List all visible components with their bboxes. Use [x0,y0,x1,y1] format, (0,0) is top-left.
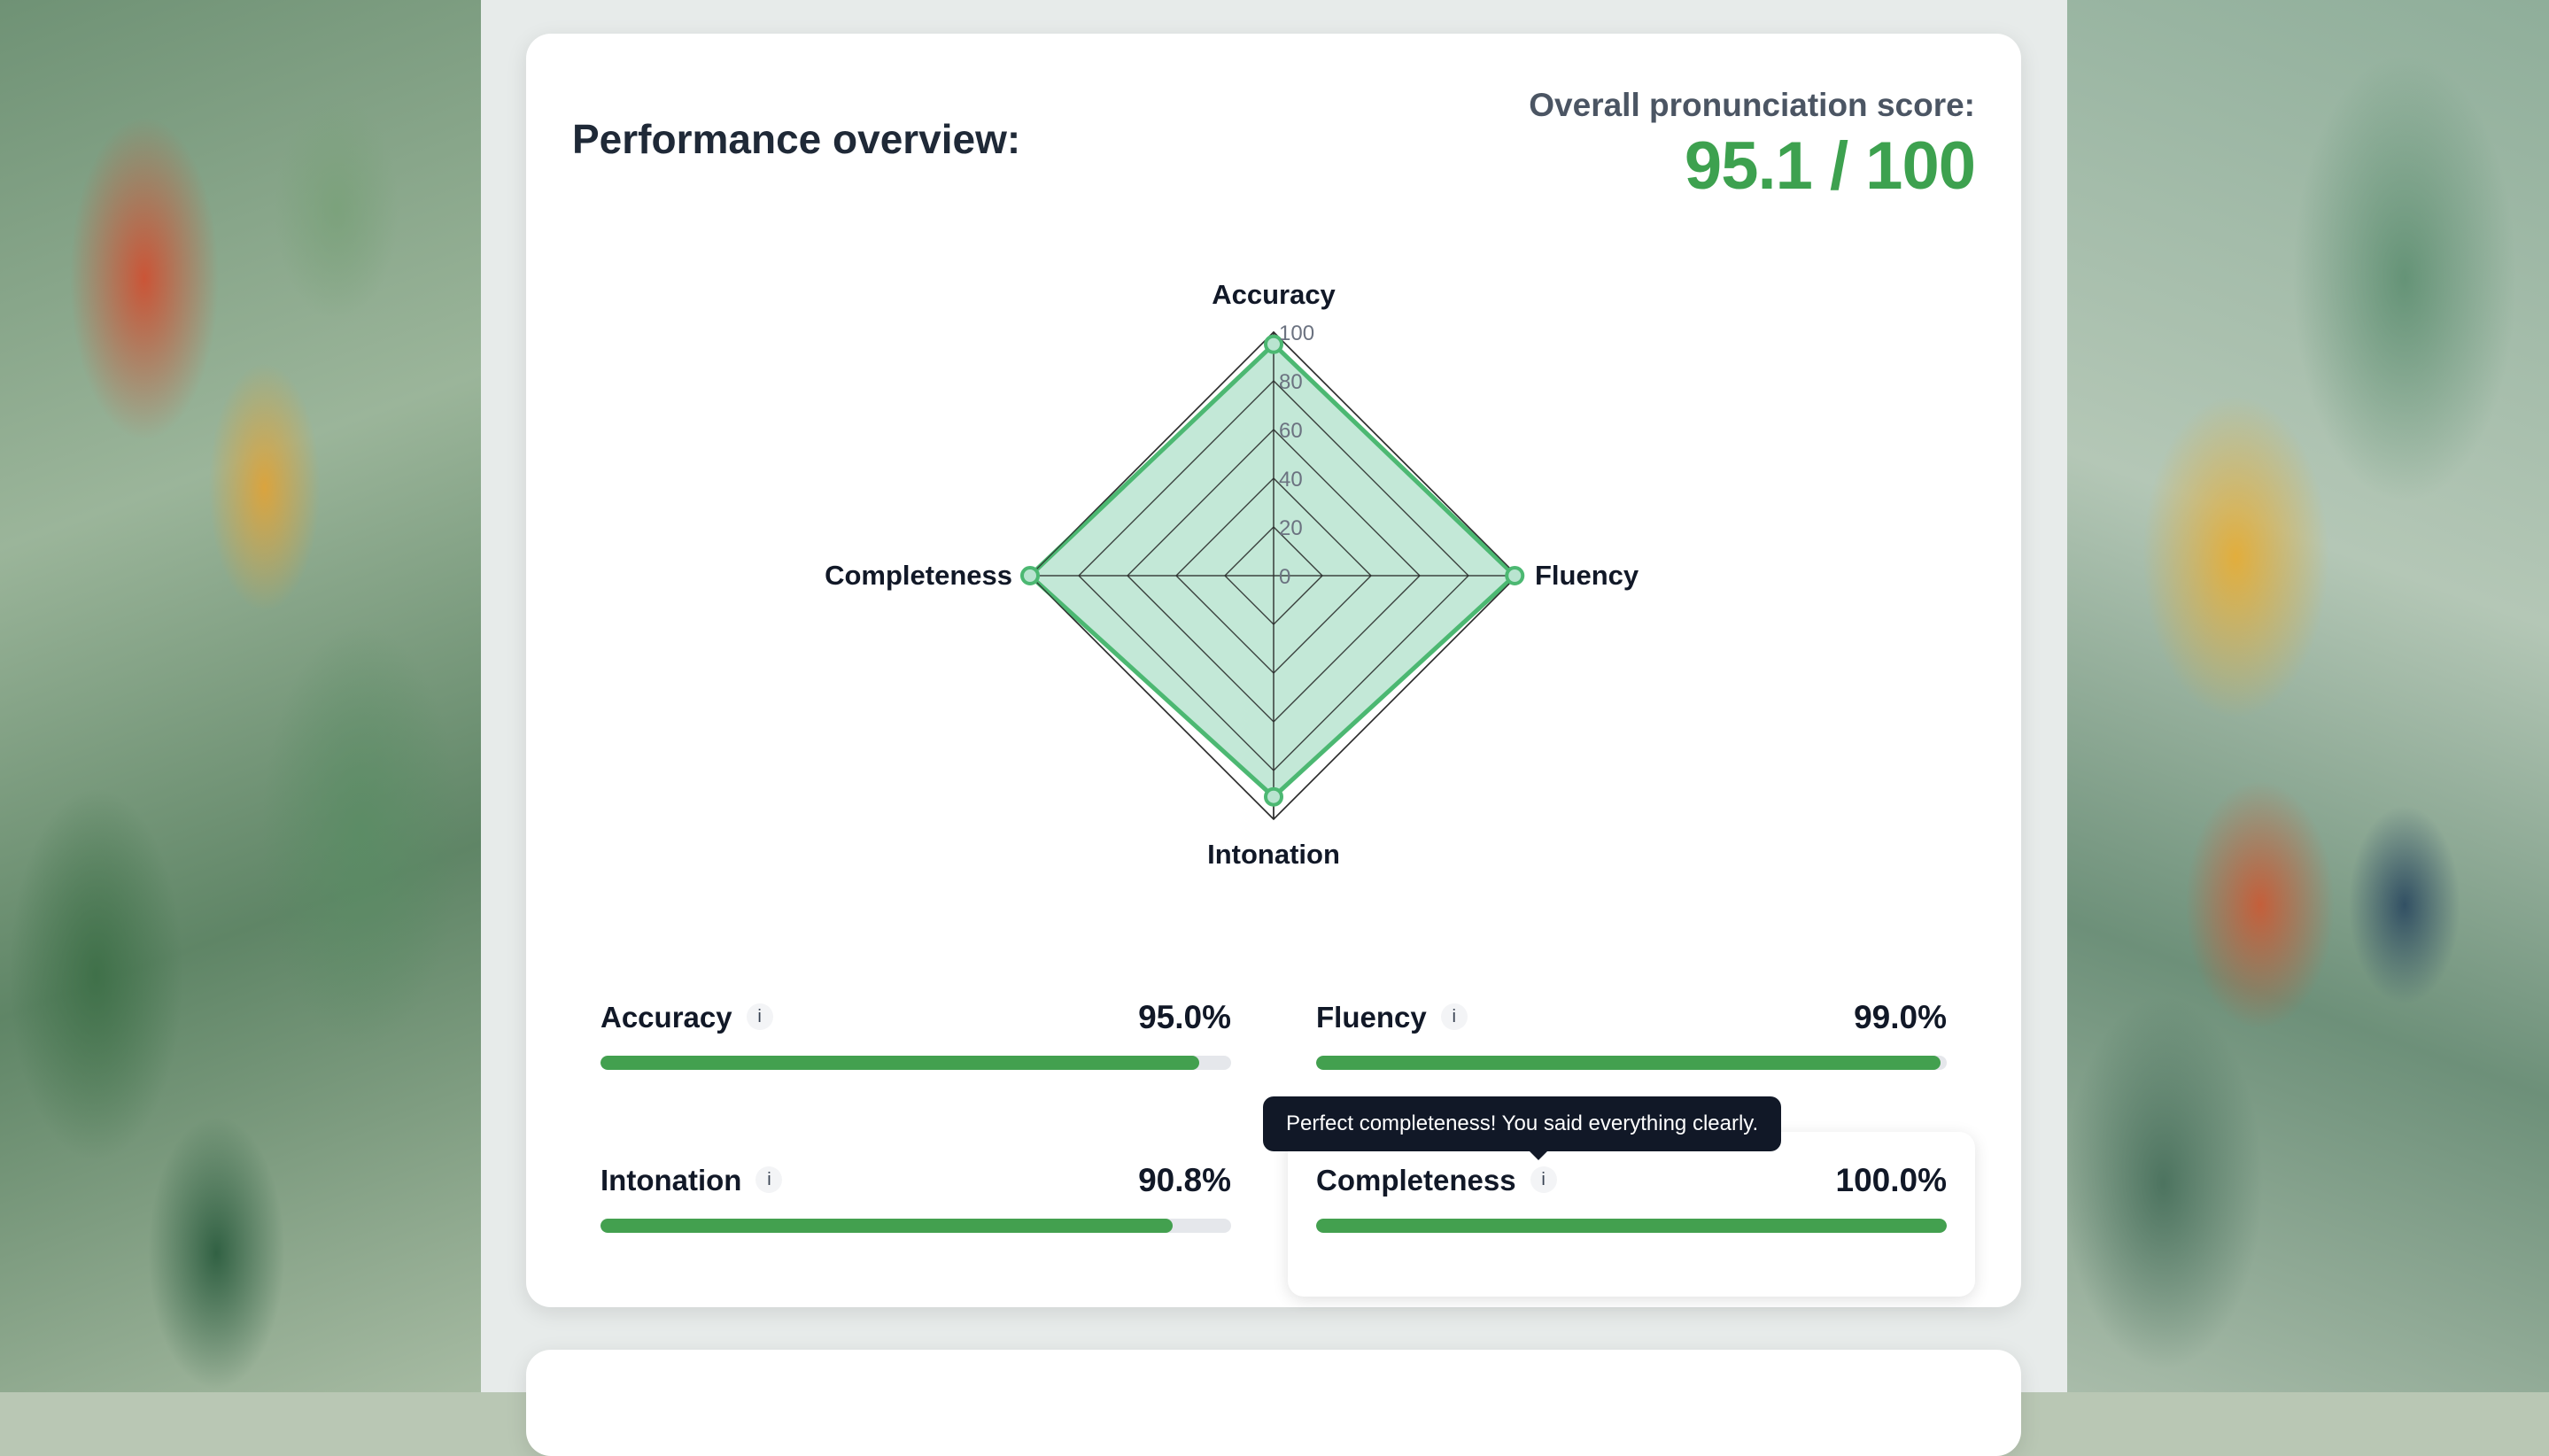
metric-completeness-inner: Completeness i 100.0% [1316,1162,1948,1270]
page-title: Performance overview: [572,116,1021,162]
progress-fill [1316,1056,1941,1070]
progress-track [1316,1219,1947,1233]
completeness-tooltip: Perfect completeness! You said everythin… [1263,1096,1782,1151]
overall-score-value: 95.1 / 100 [1684,128,1976,204]
info-icon[interactable]: i [1530,1166,1557,1194]
background-wallpaper-right [2067,0,2549,1392]
next-card [526,1350,2021,1456]
tooltip-arrow [1528,1150,1549,1160]
progress-fill [600,1219,1174,1233]
radar-series-area [1027,341,1518,801]
progress-fill [1316,1219,1947,1233]
radar-axis-label-fluency: Fluency [1535,560,1639,591]
info-icon[interactable]: i [1440,1003,1468,1031]
radar-axis-label-completeness: Completeness [825,560,1012,591]
metric-value: 95.0% [1138,999,1231,1035]
progress-track [600,1056,1231,1070]
overall-score-label: Overall pronunciation score: [1529,87,1975,123]
radar-point-fluency[interactable] [1505,566,1525,585]
performance-card: Performance overview: Overall pronunciat… [526,34,2021,1307]
info-icon[interactable]: i [746,1003,773,1031]
metric-label: Completeness [1316,1164,1516,1197]
metric-label: Fluency [1316,1001,1427,1034]
radar-axis-label-accuracy: Accuracy [1212,279,1336,310]
radar-chart: 0 20 40 60 80 100 Accuracy Fluency Intonation Com… [825,279,1639,870]
metric-label: Accuracy [600,1001,732,1034]
background-wallpaper-left [0,0,481,1392]
radar-point-completeness[interactable] [1020,566,1040,585]
radar-tick-label: 0 [1279,565,1290,589]
metric-value: 100.0% [1835,1162,1948,1198]
metric-intonation: Intonation i 90.8% [600,1162,1231,1270]
metric-value: 90.8% [1138,1162,1231,1198]
radar-axis-label-intonation: Intonation [1207,839,1340,870]
metric-label: Intonation [600,1164,742,1197]
radar-tick-label: 20 [1279,516,1303,540]
radar-tick-label: 100 [1279,321,1314,345]
progress-track [600,1219,1231,1233]
metric-fluency: Fluency i 99.0% [1316,999,1947,1107]
radar-tick-label: 40 [1279,468,1303,492]
metric-value: 99.0% [1854,999,1947,1035]
info-icon[interactable]: i [755,1166,783,1194]
progress-track [1316,1056,1947,1070]
progress-fill [600,1056,1200,1070]
radar-point-accuracy[interactable] [1264,334,1283,354]
radar-point-intonation[interactable] [1264,786,1283,807]
metric-accuracy: Accuracy i 95.0% [600,999,1231,1107]
radar-tick-label: 60 [1279,419,1303,443]
metric-completeness: Completeness i 100.0% [1288,1132,1975,1297]
radar-tick-label: 80 [1279,370,1303,394]
